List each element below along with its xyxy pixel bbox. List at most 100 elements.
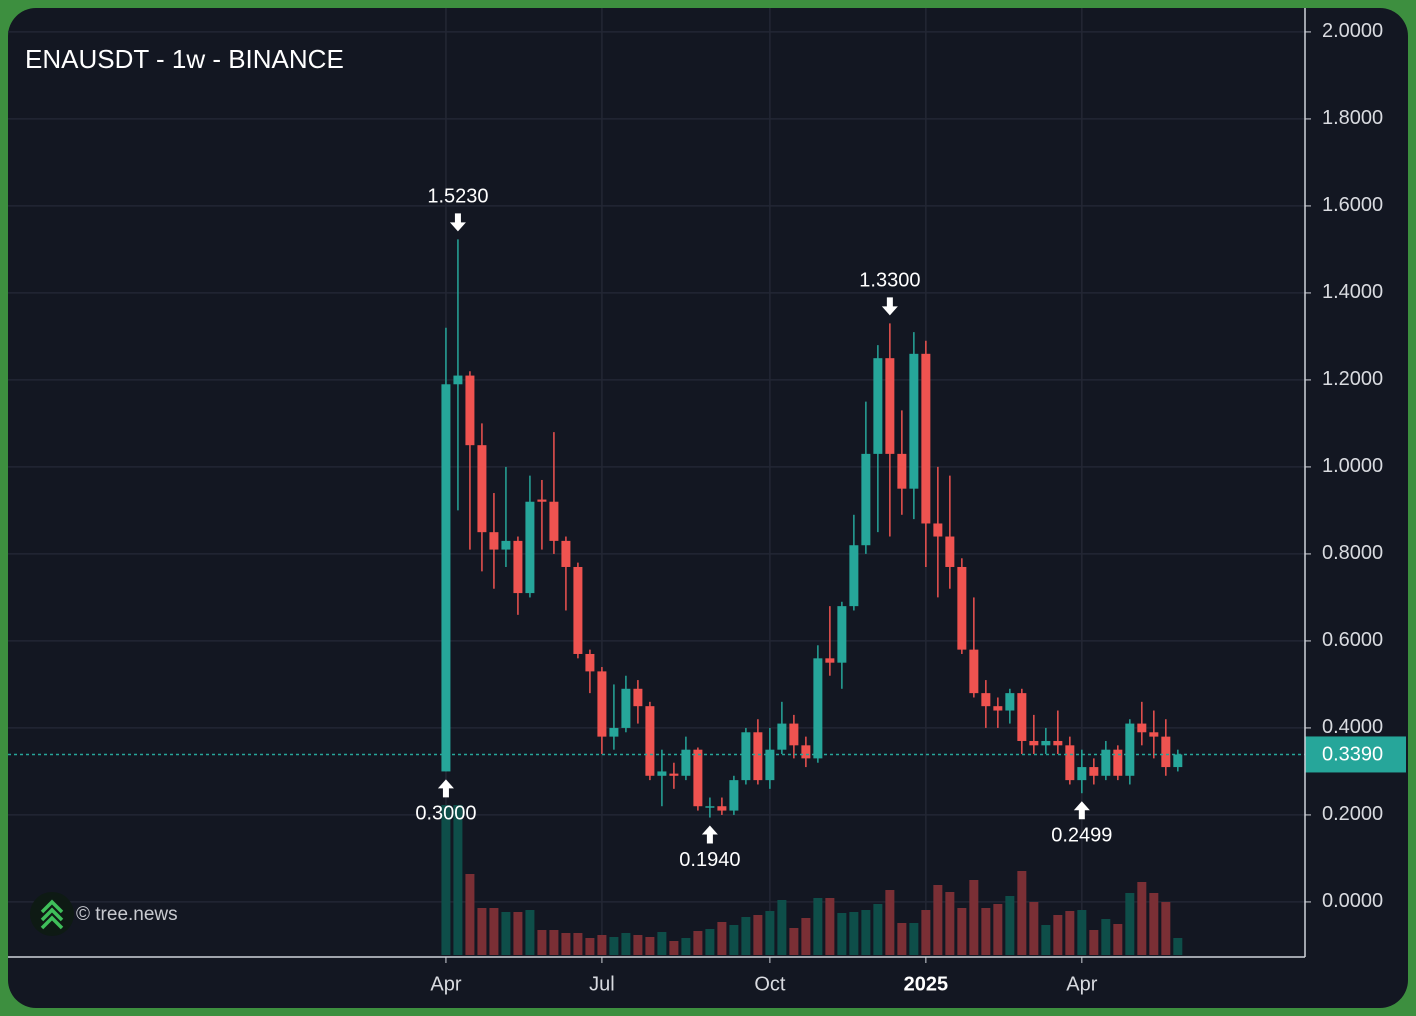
volume-bar — [765, 911, 775, 955]
candle-body — [1137, 723, 1147, 733]
volume-bar — [885, 890, 895, 955]
candle-body — [561, 540, 571, 567]
candle-body — [1005, 693, 1015, 711]
candle-body — [1017, 693, 1027, 741]
volume-bar — [813, 898, 823, 955]
volume-bar — [921, 910, 931, 955]
volume-bar — [741, 917, 751, 955]
candle-body — [1089, 767, 1099, 776]
logo-chevrons — [40, 899, 64, 930]
volume-bar — [693, 931, 703, 955]
candle-body — [645, 706, 655, 776]
volume-bar — [645, 937, 655, 955]
volume-bar — [945, 892, 955, 955]
panel — [8, 8, 1408, 1008]
candle-body — [765, 749, 775, 781]
volume-bar — [1149, 893, 1159, 955]
candle-body — [729, 780, 739, 811]
candle-body — [861, 453, 871, 546]
volume-bar — [465, 874, 475, 955]
candle-body — [1161, 736, 1171, 768]
volume-bar — [837, 913, 847, 955]
candle-body — [1065, 745, 1075, 781]
y-tick-label: 1.2000 — [1322, 368, 1383, 390]
last-price-label: 0.3390 — [1322, 744, 1383, 766]
volume-bar — [1029, 902, 1039, 955]
annotation-arrow — [437, 779, 454, 798]
volume-bar — [705, 929, 715, 955]
volume-bar — [549, 930, 559, 955]
volume-bar — [537, 930, 547, 955]
volume-bar — [681, 938, 691, 955]
volume-bar — [1005, 896, 1015, 955]
y-tick-label: 0.4000 — [1322, 716, 1383, 738]
volume-bar — [453, 805, 463, 955]
last-price-box — [1305, 736, 1406, 773]
y-tick-label: 0.8000 — [1322, 542, 1383, 564]
candle-body — [633, 688, 643, 707]
candle-body — [933, 523, 943, 537]
volume-bar — [849, 912, 859, 955]
y-tick-label: 1.4000 — [1322, 281, 1383, 303]
candle-body — [957, 566, 967, 650]
annotation-label: 0.1940 — [679, 849, 740, 871]
candle-body — [549, 501, 559, 541]
volume-bar — [981, 908, 991, 955]
candle-body — [609, 727, 619, 737]
annotation-arrow — [449, 213, 466, 232]
volume-layer — [441, 805, 1183, 955]
volume-bar — [621, 933, 631, 955]
watermark: © tree.news — [30, 892, 178, 936]
candle-body — [813, 658, 823, 759]
x-tick-label: Oct — [754, 973, 786, 995]
annotation-arrow — [881, 297, 898, 316]
x-tick-label: Jul — [589, 973, 615, 995]
candle-body — [777, 723, 787, 750]
chart-title: ENAUSDT - 1w - BINANCE — [25, 44, 344, 74]
candle-body — [669, 773, 679, 776]
volume-bar — [1065, 911, 1075, 955]
annotation-arrow — [701, 825, 718, 844]
candle-body — [921, 353, 931, 524]
volume-bar — [825, 898, 835, 955]
y-tick-label: 0.0000 — [1322, 890, 1383, 912]
candle-body — [717, 806, 727, 811]
annotation-label: 1.3300 — [859, 270, 920, 292]
candle-body — [501, 540, 511, 550]
candle-body — [753, 732, 763, 781]
y-tick-label: 1.8000 — [1322, 107, 1383, 129]
candle-body — [849, 545, 859, 607]
logo — [30, 892, 74, 936]
volume-bar — [969, 880, 979, 955]
volume-bar — [1089, 930, 1099, 955]
candle-body — [969, 649, 979, 694]
volume-bar — [1041, 925, 1051, 955]
y-tick-label: 0.2000 — [1322, 803, 1383, 825]
candle-body — [477, 445, 487, 533]
volume-bar — [633, 935, 643, 955]
x-tick-label: Apr — [1066, 973, 1097, 995]
candle-body — [1077, 767, 1087, 781]
volume-bar — [561, 933, 571, 955]
candle-body — [1041, 740, 1051, 746]
volume-bar — [933, 885, 943, 955]
overlay: 0.3390 1.5230 0.3000 1.3300 0.1940 0.2499 — [8, 186, 1406, 871]
y-tick-label: 1.0000 — [1322, 455, 1383, 477]
candle-body — [837, 606, 847, 663]
volume-bar — [801, 918, 811, 955]
volume-bar — [1101, 919, 1111, 955]
candle-layer — [441, 239, 1183, 818]
volume-bar — [861, 910, 871, 955]
y-tick-label: 1.6000 — [1322, 194, 1383, 216]
volume-bar — [1077, 910, 1087, 955]
volume-bar — [609, 937, 619, 955]
volume-bar — [585, 938, 595, 955]
annotation-arrow — [1073, 801, 1090, 820]
candle-body — [993, 706, 1003, 711]
candle-body — [789, 723, 799, 746]
candle-body — [885, 358, 895, 454]
volume-bar — [897, 923, 907, 955]
candle-body — [597, 671, 607, 737]
candle-body — [1173, 754, 1183, 768]
